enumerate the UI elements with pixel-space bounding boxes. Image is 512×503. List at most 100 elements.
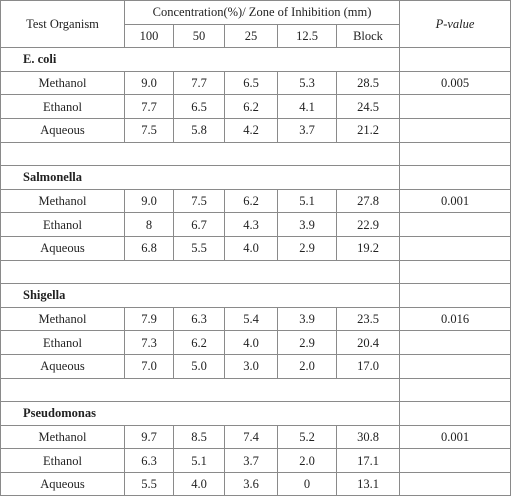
value-cell: 6.3	[173, 306, 225, 332]
value-cell: 9.0	[124, 70, 174, 96]
table-row: Ethanol 7.3 6.2 4.0 2.9 20.4	[0, 330, 512, 355]
value-cell: 4.0	[224, 235, 278, 261]
value-cell: 3.7	[224, 448, 278, 473]
spacer-row	[0, 377, 512, 403]
value-cell: 21.2	[335, 117, 401, 143]
p-value-cell: 0.001	[399, 188, 512, 214]
extract-name: Methanol	[0, 424, 125, 450]
value-cell: 24.5	[335, 94, 401, 119]
organism-p-blank	[399, 283, 512, 308]
value-cell: 7.5	[124, 117, 174, 143]
spacer-cell	[0, 259, 401, 285]
table-row: Aqueous 5.5 4.0 3.6 0 13.1	[0, 471, 512, 497]
value-cell: 4.0	[224, 330, 278, 355]
value-cell: 6.2	[224, 94, 278, 119]
extract-name: Ethanol	[0, 448, 125, 473]
header-row-1: Test Organism Concentration(%)/ Zone of …	[0, 0, 512, 49]
header-row-2: 100 50 25 12.5 Block	[1, 23, 511, 49]
p-value-blank	[399, 212, 512, 237]
value-cell: 28.5	[335, 70, 401, 96]
value-cell: 7.3	[124, 330, 174, 355]
value-cell: 5.2	[277, 424, 337, 450]
value-cell: 8.5	[173, 424, 225, 450]
table-row: Ethanol 6.3 5.1 3.7 2.0 17.1	[0, 448, 512, 473]
p-value-blank	[399, 353, 512, 379]
organism-row: Salmonella	[0, 165, 512, 190]
spacer-cell	[0, 141, 401, 167]
value-cell: 19.2	[335, 235, 401, 261]
value-cell: 30.8	[335, 424, 401, 450]
p-value-blank	[399, 94, 512, 119]
extract-name: Aqueous	[0, 471, 125, 497]
organism-row: E. coli	[0, 47, 512, 72]
table-row: Aqueous 7.5 5.8 4.2 3.7 21.2	[0, 117, 512, 143]
organism-name: Salmonella	[0, 165, 401, 190]
value-cell: 7.0	[124, 353, 174, 379]
table-row: Methanol 9.0 7.5 6.2 5.1 27.8 0.001	[0, 188, 512, 214]
table-row: Ethanol 7.7 6.5 6.2 4.1 24.5	[0, 94, 512, 119]
value-cell: 5.8	[173, 117, 225, 143]
extract-name: Methanol	[0, 306, 125, 332]
value-cell: 3.7	[277, 117, 337, 143]
spacer-cell	[399, 259, 512, 285]
value-cell: 17.1	[335, 448, 401, 473]
organism-p-blank	[399, 165, 512, 190]
value-cell: 4.0	[173, 471, 225, 497]
value-cell: 6.2	[173, 330, 225, 355]
value-cell: 4.3	[224, 212, 278, 237]
value-cell: 13.1	[335, 471, 401, 497]
value-cell: 3.6	[224, 471, 278, 497]
value-cell: 6.8	[124, 235, 174, 261]
value-cell: 7.7	[173, 70, 225, 96]
table-row: Methanol 9.7 8.5 7.4 5.2 30.8 0.001	[0, 424, 512, 450]
value-cell: 20.4	[335, 330, 401, 355]
extract-name: Ethanol	[0, 212, 125, 237]
value-cell: 6.2	[224, 188, 278, 214]
extract-name: Aqueous	[0, 235, 125, 261]
organism-p-blank	[399, 47, 512, 72]
spacer-row	[0, 141, 512, 167]
organism-row: Pseudomonas	[0, 401, 512, 426]
value-cell: 9.7	[124, 424, 174, 450]
table-row: Ethanol 8 6.7 4.3 3.9 22.9	[0, 212, 512, 237]
header-col-50: 50	[173, 23, 225, 49]
value-cell: 5.5	[173, 235, 225, 261]
spacer-cell	[0, 377, 401, 403]
p-value-cell: 0.001	[399, 424, 512, 450]
value-cell: 9.0	[124, 188, 174, 214]
value-cell: 6.5	[173, 94, 225, 119]
value-cell: 3.0	[224, 353, 278, 379]
value-cell: 2.9	[277, 235, 337, 261]
value-cell: 4.1	[277, 94, 337, 119]
value-cell: 6.7	[173, 212, 225, 237]
extract-name: Aqueous	[0, 117, 125, 143]
value-cell: 22.9	[335, 212, 401, 237]
p-value-blank	[399, 330, 512, 355]
value-cell: 17.0	[335, 353, 401, 379]
organism-name: E. coli	[0, 47, 401, 72]
p-value-blank	[399, 448, 512, 473]
header-col-25: 25	[224, 23, 278, 49]
value-cell: 5.1	[173, 448, 225, 473]
value-cell: 0	[277, 471, 337, 497]
header-col-block: Block	[335, 23, 401, 49]
header-col-12-5: 12.5	[277, 23, 337, 49]
value-cell: 2.0	[277, 353, 337, 379]
value-cell: 3.9	[277, 306, 337, 332]
organism-p-blank	[399, 401, 512, 426]
value-cell: 8	[124, 212, 174, 237]
value-cell: 7.5	[173, 188, 225, 214]
p-value-cell: 0.016	[399, 306, 512, 332]
header-col-100: 100	[124, 23, 174, 49]
table-row: Aqueous 7.0 5.0 3.0 2.0 17.0	[0, 353, 512, 379]
value-cell: 5.5	[124, 471, 174, 497]
p-value-cell: 0.005	[399, 70, 512, 96]
extract-name: Aqueous	[0, 353, 125, 379]
value-cell: 27.8	[335, 188, 401, 214]
value-cell: 5.0	[173, 353, 225, 379]
p-value-blank	[399, 235, 512, 261]
value-cell: 5.4	[224, 306, 278, 332]
p-value-blank	[399, 471, 512, 497]
spacer-row	[0, 259, 512, 285]
